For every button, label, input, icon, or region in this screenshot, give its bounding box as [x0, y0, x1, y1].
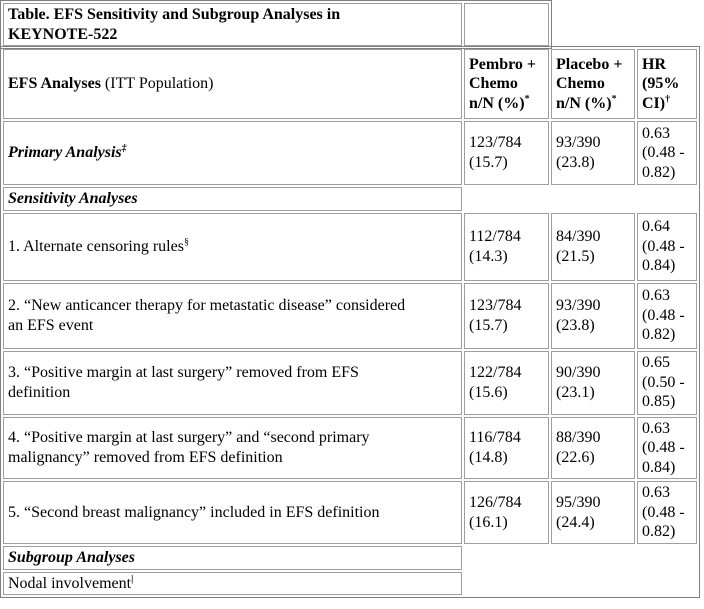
header-analyses-bold: EFS Analyses: [8, 75, 101, 93]
footnote-marker-asterisk: *: [524, 93, 530, 105]
table-row-sensitivity-1: 1. Alternate censoring rules§ 112/784 (1…: [3, 212, 697, 281]
row-label: 3. “Positive margin at last surgery” rem…: [3, 350, 462, 415]
section-label: Subgroup Analyses: [3, 546, 462, 570]
col-header-pembro: Pembro + Chemo n/N (%)*: [464, 49, 549, 119]
table-caption-strip: Table. EFS Sensitivity and Subgroup Anal…: [0, 0, 552, 50]
hr-value: 0.64 (0.48 - 0.84): [637, 212, 697, 281]
section-row-sensitivity-analyses: Sensitivity Analyses: [3, 187, 697, 211]
table-row-sensitivity-5: 5. “Second breast malignancy” included i…: [3, 481, 697, 545]
hr-value: 0.63 (0.48 - 0.82): [637, 282, 697, 349]
table-row-sensitivity-4: 4. “Positive margin at last surgery” and…: [3, 416, 697, 480]
placebo-value: 88/390 (22.6): [551, 416, 635, 480]
footnote-marker-bar: |: [131, 573, 134, 585]
row-label: 1. Alternate censoring rules§: [3, 212, 462, 281]
footnote-marker-asterisk: *: [611, 93, 617, 105]
footnote-marker-dagger: †: [665, 93, 671, 105]
hr-value: 0.63 (0.48 - 0.84): [637, 416, 697, 480]
footnote-marker-double-dagger: ‡: [121, 142, 127, 154]
placebo-value: 90/390 (23.1): [551, 350, 635, 415]
pembro-value: 123/784 (15.7): [464, 282, 549, 349]
col-header-hr: HR (95% CI)†: [637, 49, 697, 119]
section-label: Sensitivity Analyses: [3, 187, 462, 211]
table-row-sensitivity-3: 3. “Positive margin at last surgery” rem…: [3, 350, 697, 415]
row-label: 2. “New anticancer therapy for metastati…: [3, 282, 462, 349]
table-title-cell: Table. EFS Sensitivity and Subgroup Anal…: [3, 3, 462, 47]
table-row-nodal-involvement: Nodal involvement|: [3, 571, 697, 596]
pembro-value: 116/784 (14.8): [464, 416, 549, 480]
title-empty-cell: [464, 3, 549, 47]
table-row-primary-analysis: Primary Analysis‡ 123/784 (15.7) 93/390 …: [3, 121, 697, 185]
placebo-value: 93/390 (23.8): [551, 282, 635, 349]
hr-value: 0.63 (0.48 - 0.82): [637, 481, 697, 545]
hr-value: 0.63 (0.48 - 0.82): [637, 121, 697, 185]
pembro-value: 126/784 (16.1): [464, 481, 549, 545]
placebo-value: 95/390 (24.4): [551, 481, 635, 545]
row-label: Primary Analysis‡: [3, 121, 462, 185]
header-row: EFS Analyses (ITT Population) Pembro + C…: [3, 49, 697, 119]
placebo-value: 84/390 (21.5): [551, 212, 635, 281]
pembro-value: 122/784 (15.6): [464, 350, 549, 415]
efs-analyses-table: EFS Analyses (ITT Population) Pembro + C…: [0, 46, 700, 599]
row-label: 4. “Positive margin at last surgery” and…: [3, 416, 462, 480]
title-row: Table. EFS Sensitivity and Subgroup Anal…: [3, 3, 549, 47]
col-header-placebo: Placebo + Chemo n/N (%)*: [551, 49, 635, 119]
hr-value: 0.65 (0.50 - 0.85): [637, 350, 697, 415]
row-label: Nodal involvement|: [3, 571, 462, 596]
col-header-analyses: EFS Analyses (ITT Population): [3, 49, 462, 119]
table-row-sensitivity-2: 2. “New anticancer therapy for metastati…: [3, 282, 697, 349]
header-analyses-normal: (ITT Population): [100, 75, 214, 93]
row-label: 5. “Second breast malignancy” included i…: [3, 481, 462, 545]
section-row-subgroup-analyses: Subgroup Analyses: [3, 546, 697, 570]
footnote-marker-section: §: [183, 236, 189, 248]
pembro-value: 123/784 (15.7): [464, 121, 549, 185]
table-title: Table. EFS Sensitivity and Subgroup Anal…: [8, 6, 341, 43]
pembro-value: 112/784 (14.3): [464, 212, 549, 281]
placebo-value: 93/390 (23.8): [551, 121, 635, 185]
